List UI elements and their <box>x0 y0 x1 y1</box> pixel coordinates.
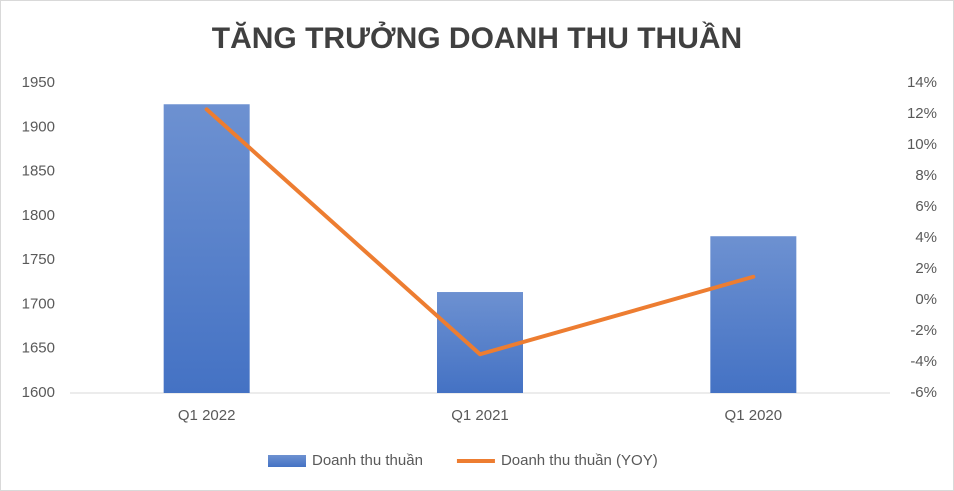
line <box>204 107 756 357</box>
y2-tick-label: -2% <box>910 322 937 339</box>
y-tick-label: 1650 <box>22 340 55 357</box>
y2-tick-label: -6% <box>910 384 937 401</box>
y-tick-label: 1750 <box>22 251 55 268</box>
y2-tick-label: -4% <box>910 353 937 370</box>
y-tick-label: 1700 <box>22 295 55 312</box>
bar <box>163 104 250 393</box>
y-tick-label: 1800 <box>22 207 55 224</box>
x-tick-label: Q1 2021 <box>451 407 509 424</box>
y2-tick-label: 6% <box>915 198 937 215</box>
y2-tick-label: 0% <box>915 291 937 308</box>
y-tick-label: 1600 <box>22 384 55 401</box>
y-tick-label: 1950 <box>22 74 55 91</box>
y2-tick-label: 14% <box>907 74 937 91</box>
y2-tick-label: 8% <box>915 167 937 184</box>
bar <box>437 292 523 393</box>
chart-title: TĂNG TRƯỞNG DOANH THU THUẦN <box>212 21 742 55</box>
legend-label: Doanh thu thuần (YOY) <box>501 452 658 469</box>
y2-tick-label: 10% <box>907 136 937 153</box>
legend-label: Doanh thu thuần <box>312 452 423 469</box>
bar <box>710 236 797 393</box>
y2-tick-label: 2% <box>915 260 937 277</box>
x-tick-label: Q1 2020 <box>725 407 783 424</box>
legend-swatch <box>268 455 306 467</box>
x-tick-label: Q1 2022 <box>178 407 236 424</box>
y-tick-label: 1900 <box>22 118 55 135</box>
y-tick-label: 1850 <box>22 163 55 180</box>
y2-tick-label: 12% <box>907 105 937 122</box>
y2-tick-label: 4% <box>915 229 937 246</box>
